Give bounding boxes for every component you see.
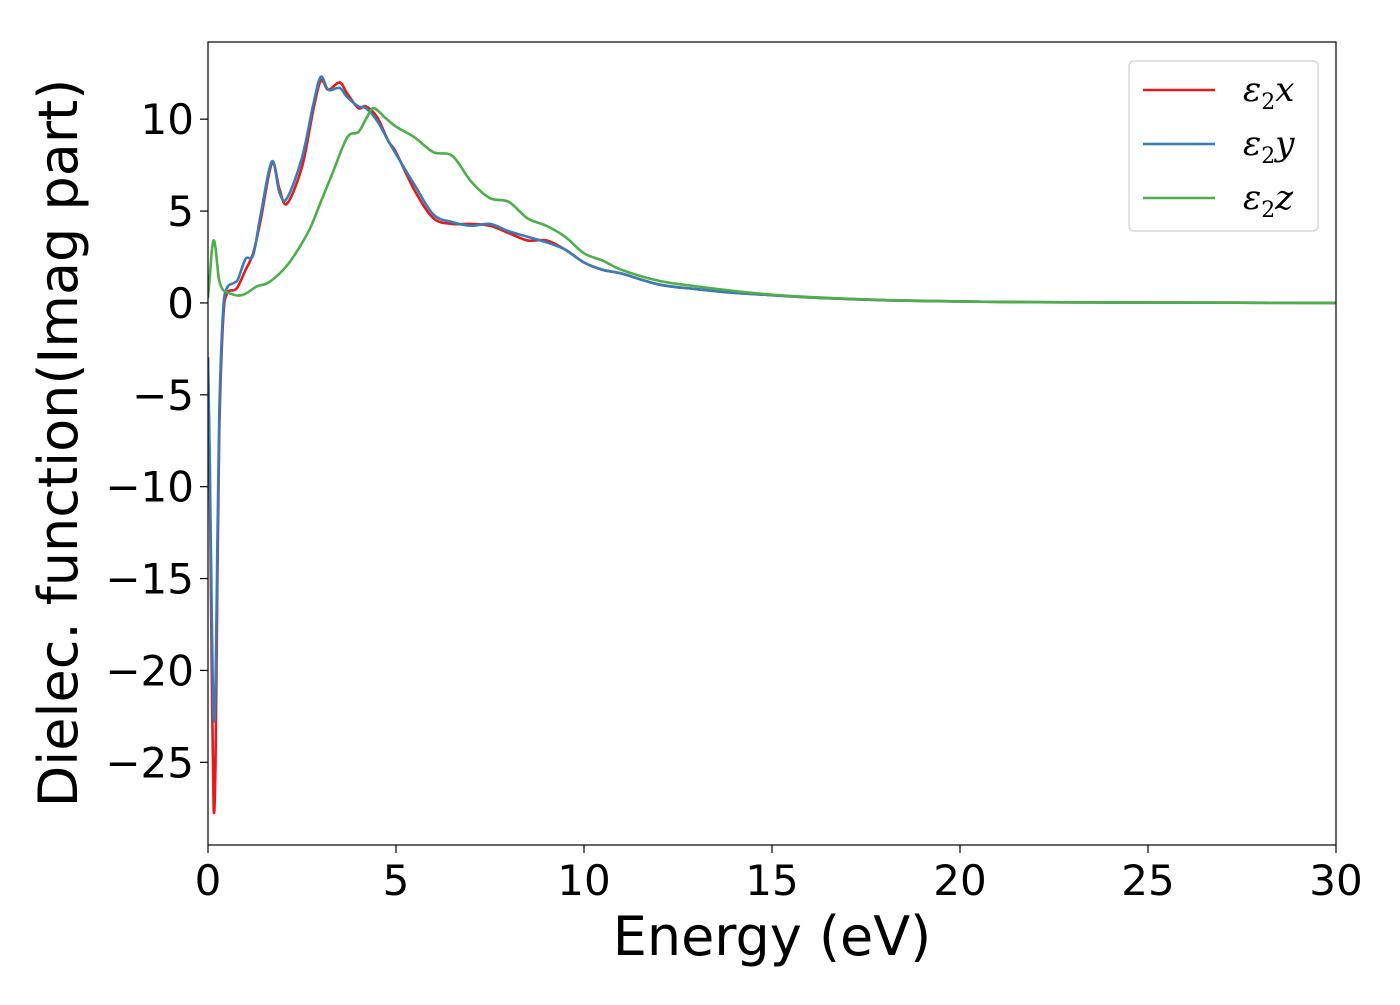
x-tick-label: 15: [745, 856, 798, 905]
x-axis: 0 5 10 15 20 25 30: [195, 845, 1363, 905]
y-tick-label: −10: [105, 463, 194, 512]
y-axis: 10 5 0 −5 −10 −15 −20 −25: [105, 95, 208, 787]
x-tick-label: 20: [933, 856, 986, 905]
y-tick-label: −5: [132, 371, 194, 420]
x-tick-label: 25: [1121, 856, 1174, 905]
y-tick-label: 5: [167, 187, 194, 236]
y-tick-label: −20: [105, 646, 194, 695]
x-tick-label: 10: [557, 856, 610, 905]
x-tick-label: 30: [1309, 856, 1362, 905]
y-tick-label: 10: [141, 95, 194, 144]
y-axis-title: Dielec. function(Imag part): [27, 79, 90, 808]
y-tick-label: −15: [105, 555, 194, 604]
legend-label-y: ε2y: [1243, 124, 1295, 169]
legend-label-z: ε2z: [1243, 178, 1294, 223]
series-line-y: [208, 75, 1336, 723]
x-tick-label: 5: [383, 856, 410, 905]
y-tick-label: −25: [105, 738, 194, 787]
legend-label-x: ε2x: [1243, 70, 1294, 115]
y-tick-label: 0: [167, 279, 194, 328]
series-layer: [208, 75, 1336, 815]
legend: ε2x ε2y ε2z: [1128, 60, 1319, 232]
legend-box: [1128, 60, 1319, 232]
x-axis-title: Energy (eV): [613, 905, 932, 968]
x-tick-label: 0: [195, 856, 222, 905]
series-line-z: [208, 106, 1336, 305]
